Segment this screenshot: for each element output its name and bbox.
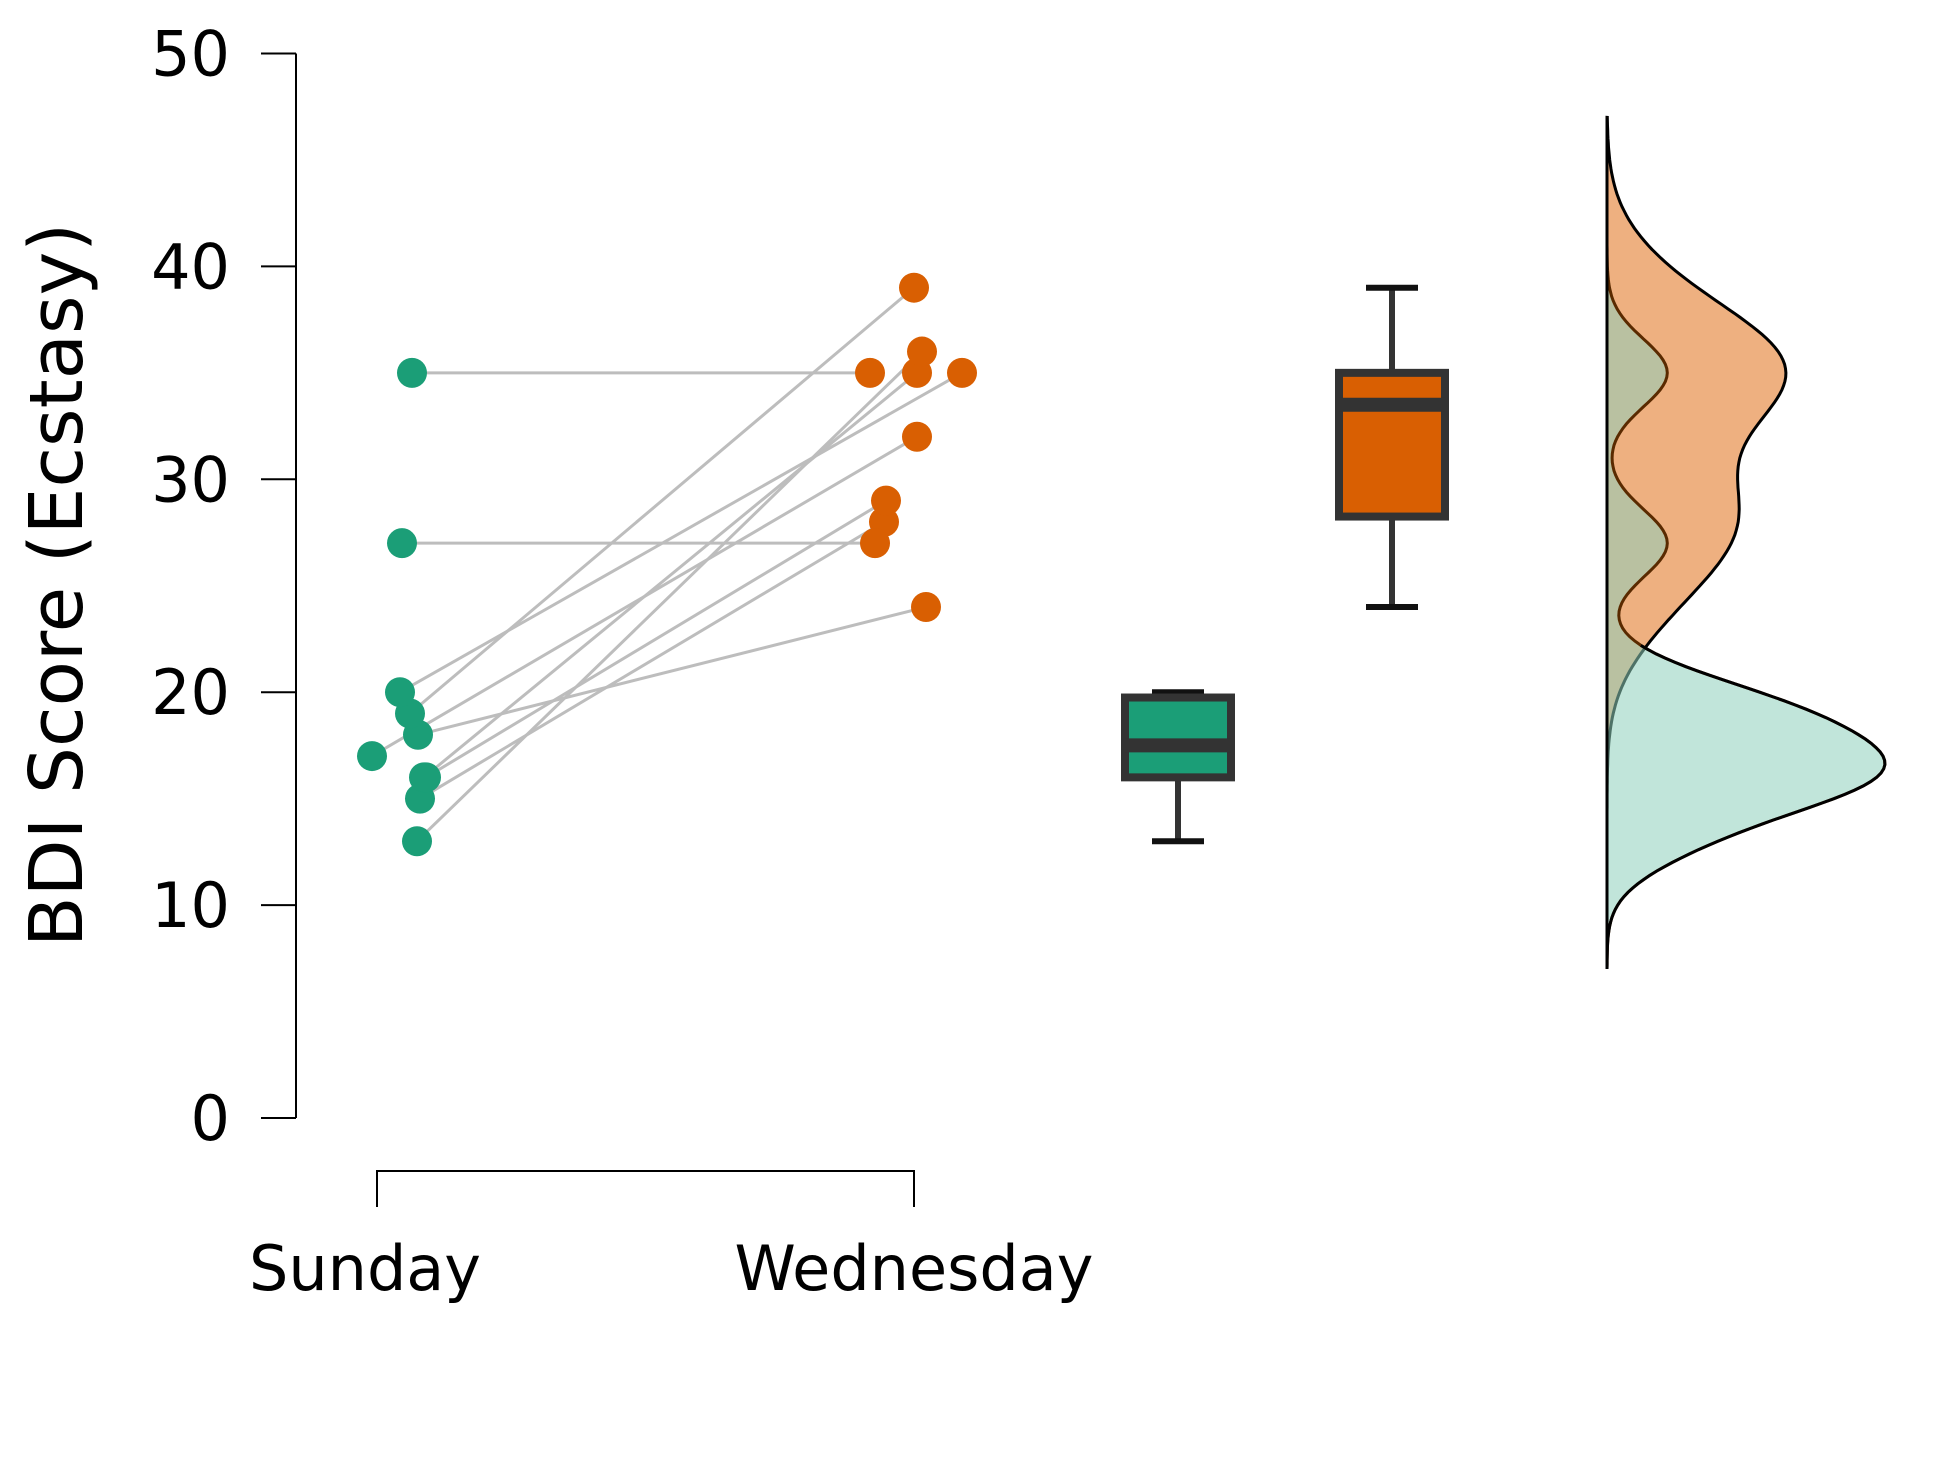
paired-line [419,520,885,800]
point-wednesday [899,272,929,303]
y-tick-label: 0 [191,1082,230,1155]
y-tick-label: 20 [151,656,230,729]
x-axis-bracket [376,1170,915,1207]
point-sunday [402,826,432,857]
point-wednesday [860,528,890,559]
paired-line [423,371,918,779]
point-sunday [387,528,417,559]
x-axis: Sunday Wednesday [249,1170,1094,1305]
density-outline-sunday [1605,644,1887,970]
paired-line [399,371,963,694]
point-wednesday [911,592,941,623]
paired-line [409,286,915,715]
y-axis: 0 10 20 30 40 50 [151,18,297,1155]
x-tick-label-sunday: Sunday [249,1232,481,1305]
y-tick-label: 50 [151,18,230,91]
x-tick-label-wednesday: Wednesday [735,1232,1094,1305]
density-plots [1605,115,1887,970]
point-sunday [397,357,427,388]
point-wednesday [855,357,885,388]
y-axis-label: BDI Score (Ecstasy) [14,223,100,947]
point-wednesday [871,485,901,516]
paired-line [371,435,918,758]
point-sunday [411,762,441,793]
y-tick-label: 30 [151,443,230,516]
box-plots [1121,284,1449,845]
paired-line [425,499,887,779]
y-tick-label: 10 [151,869,230,942]
paired-line [415,350,924,843]
paired-lines [371,286,963,843]
y-tick-label: 40 [151,230,230,303]
point-wednesday [902,421,932,452]
point-sunday [357,741,387,772]
point-wednesday [907,336,937,367]
data-points [357,272,977,857]
box-sunday [1121,693,1235,782]
point-sunday [385,677,415,708]
point-wednesday [947,357,977,388]
box-wednesday [1335,368,1449,521]
paired-line [417,605,927,737]
